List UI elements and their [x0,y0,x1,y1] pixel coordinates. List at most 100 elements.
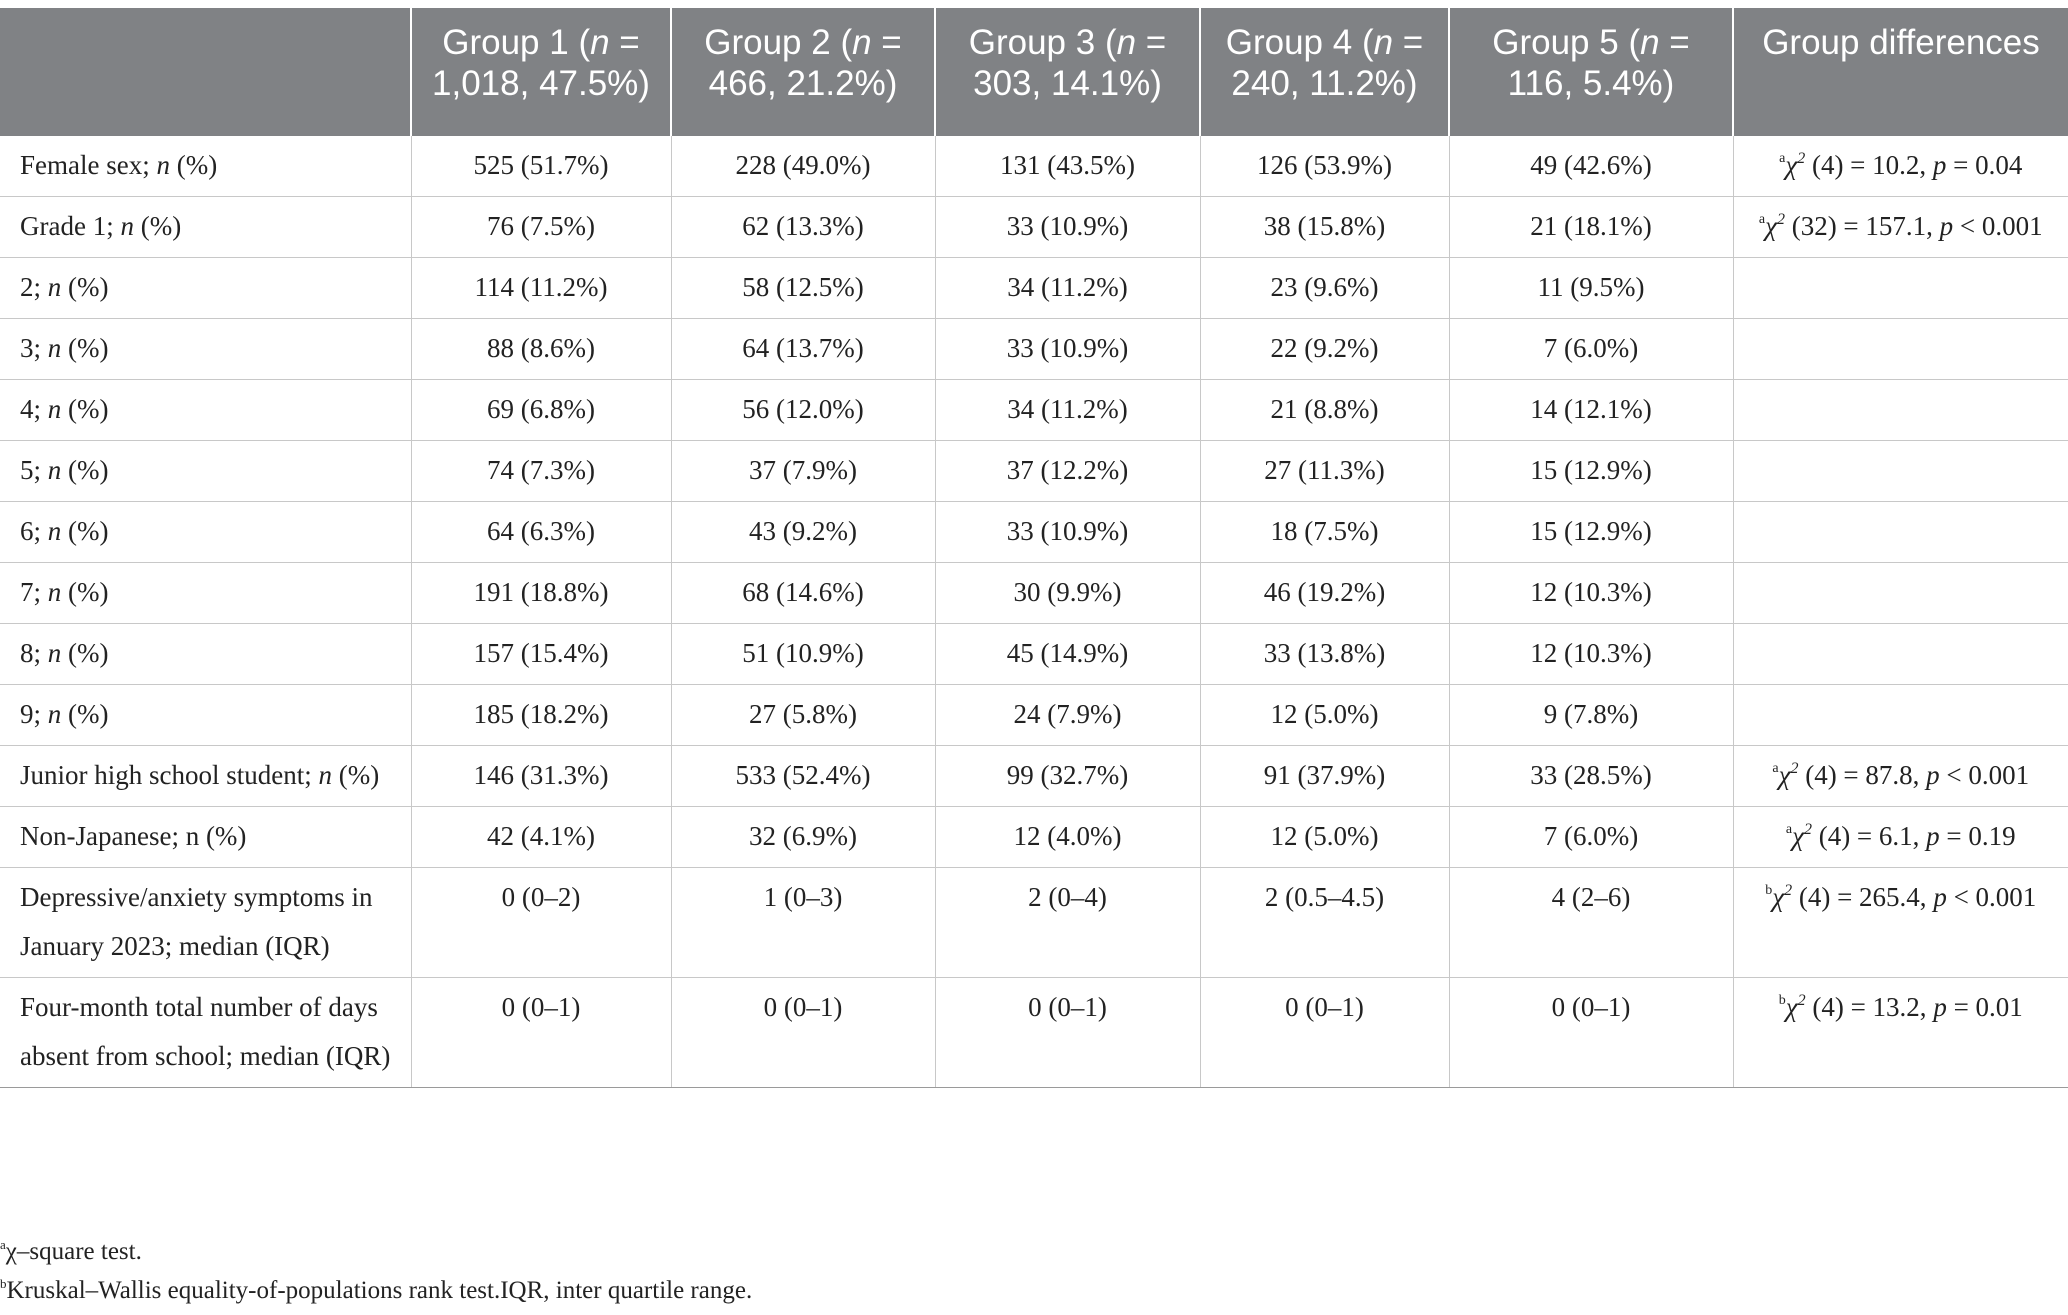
group-differences-cell [1732,684,2068,746]
group-differences-cell [1732,501,2068,563]
header-n-value: = 1,018, 47.5%) [432,23,650,103]
cell-group-1: 114 (11.2%) [410,257,671,319]
cell-group-5: 21 (18.1%) [1448,196,1733,258]
row-label: Junior high school student; n (%) [0,745,411,807]
p-value: = 0.04 [1946,150,2023,180]
header-n-value: = 116, 5.4%) [1507,23,1690,103]
header-n-value: = 240, 11.2%) [1231,23,1424,103]
cell-group-3: 33 (10.9%) [934,196,1200,258]
row-label-text: Non-Japanese; n (%) [20,821,247,851]
header-n-value: = 303, 14.1%) [973,23,1167,103]
chi-symbol: χ [1772,882,1785,912]
table-row: 3; n (%) 88 (8.6%) 64 (13.7%) 33 (10.9%) 22 … [0,318,2068,380]
group-differences-cell: bχ2 (4) = 13.2, p = 0.01 [1732,977,2068,1088]
p-symbol: p [1933,882,1947,912]
cell-group-1: 157 (15.4%) [410,623,671,685]
footnote: aχ–square test. [0,1232,752,1271]
row-label-text: 5; [20,455,48,485]
row-label: 6; n (%) [0,501,411,563]
cell-group-2: 37 (7.9%) [670,440,935,502]
cell-group-1: 525 (51.7%) [410,136,671,197]
p-symbol: p [1939,211,1954,241]
p-value: < 0.001 [1939,760,2030,790]
row-label-suffix: (%) [61,699,109,729]
chi-squared-exponent: 2 [1803,821,1812,838]
cell-group-2: 0 (0–1) [670,977,935,1088]
cell-group-1: 146 (31.3%) [410,745,671,807]
header-title: Group 5 [1492,23,1619,62]
table-row: Four-month total number of days absent f… [0,977,2068,1088]
header-n-symbol: n [852,23,872,62]
cell-group-3: 34 (11.2%) [934,379,1200,441]
test-statistic: (4) = 13.2, [1805,992,1934,1022]
footnote-mark: b [1778,993,1786,1008]
cell-group-5: 0 (0–1) [1448,977,1733,1088]
cell-group-2: 32 (6.9%) [670,806,935,868]
row-label-suffix: (%) [61,516,109,546]
cell-group-5: 9 (7.8%) [1448,684,1733,746]
row-label-text: 4; [20,394,48,424]
test-statistic: (4) = 10.2, [1805,150,1933,180]
cell-group-4: 126 (53.9%) [1199,136,1449,197]
row-label-text: 6; [20,516,48,546]
header-title: Group 2 [704,23,831,62]
p-value: = 0.01 [1946,992,2023,1022]
header-row: Group 1 (n = 1,018, 47.5%) Group 2 (n = 4… [0,8,2068,136]
cell-group-4: 27 (11.3%) [1199,440,1449,502]
footnote-mark: a [0,1237,6,1252]
row-label-text: Four-month total number of days absent f… [20,992,391,1071]
group-differences-cell [1732,623,2068,685]
table-row: Non-Japanese; n (%) 42 (4.1%) 32 (6.9%) 12 … [0,806,2068,868]
header-title: Group 4 [1225,23,1353,62]
chi-squared-exponent: 2 [1790,760,1799,777]
header-group-differences: Group differences [1732,8,2068,136]
footnote: bKruskal–Wallis equality-of-populations … [0,1271,752,1310]
table-row: 4; n (%) 69 (6.8%) 56 (12.0%) 34 (11.2%) 21 … [0,379,2068,441]
header-title: Group differences [1762,23,2040,62]
chi-symbol: χ [1778,760,1791,790]
row-label: Depressive/anxiety symptoms in January 2… [0,867,411,978]
cell-group-5: 11 (9.5%) [1448,257,1733,319]
cell-group-2: 228 (49.0%) [670,136,935,197]
cell-group-1: 185 (18.2%) [410,684,671,746]
cell-group-2: 68 (14.6%) [670,562,935,624]
header-title: Group 3 [968,23,1096,62]
table-header: Group 1 (n = 1,018, 47.5%) Group 2 (n = 4… [0,8,2068,136]
cell-group-1: 64 (6.3%) [410,501,671,563]
row-label-n: n [156,150,170,180]
row-label: 3; n (%) [0,318,411,380]
table-row: Grade 1; n (%) 76 (7.5%) 62 (13.3%) 33 (10.… [0,196,2068,258]
cell-group-1: 191 (18.8%) [410,562,671,624]
chi-squared-exponent: 2 [1797,992,1806,1009]
row-label: 8; n (%) [0,623,411,685]
cell-group-2: 1 (0–3) [670,867,935,978]
header-n-symbol: n [1640,23,1660,62]
chi-squared-exponent: 2 [1784,882,1793,899]
cell-group-1: 0 (0–2) [410,867,671,978]
row-label: 5; n (%) [0,440,411,502]
cell-group-5: 33 (28.5%) [1448,745,1733,807]
footnote-mark: a [1758,212,1766,227]
row-label-n: n [120,211,134,241]
test-statistic: (32) = 157.1, [1784,211,1940,241]
row-label-n: n [47,455,62,485]
row-label-n: n [318,760,333,790]
row-label-n: n [47,699,62,729]
table-footnotes: aχ–square test. bKruskal–Wallis equality-… [0,1232,752,1310]
row-label-n: n [47,516,62,546]
cell-group-3: 33 (10.9%) [934,501,1200,563]
header-group-1: Group 1 (n = 1,018, 47.5%) [410,8,671,136]
table-row: 2; n (%) 114 (11.2%) 58 (12.5%) 34 (11.2%) 2… [0,257,2068,319]
cell-group-4: 21 (8.8%) [1199,379,1449,441]
group-differences-cell [1732,318,2068,380]
cell-group-5: 15 (12.9%) [1448,440,1733,502]
row-label-suffix: (%) [61,455,109,485]
cell-group-5: 49 (42.6%) [1448,136,1733,197]
cell-group-5: 7 (6.0%) [1448,318,1733,380]
test-statistic: (4) = 6.1, [1811,821,1927,851]
cell-group-3: 34 (11.2%) [934,257,1200,319]
table-row: Junior high school student; n (%) 146 (31… [0,745,2068,807]
cell-group-2: 43 (9.2%) [670,501,935,563]
chi-squared-exponent: 2 [1776,211,1785,228]
cell-group-2: 64 (13.7%) [670,318,935,380]
